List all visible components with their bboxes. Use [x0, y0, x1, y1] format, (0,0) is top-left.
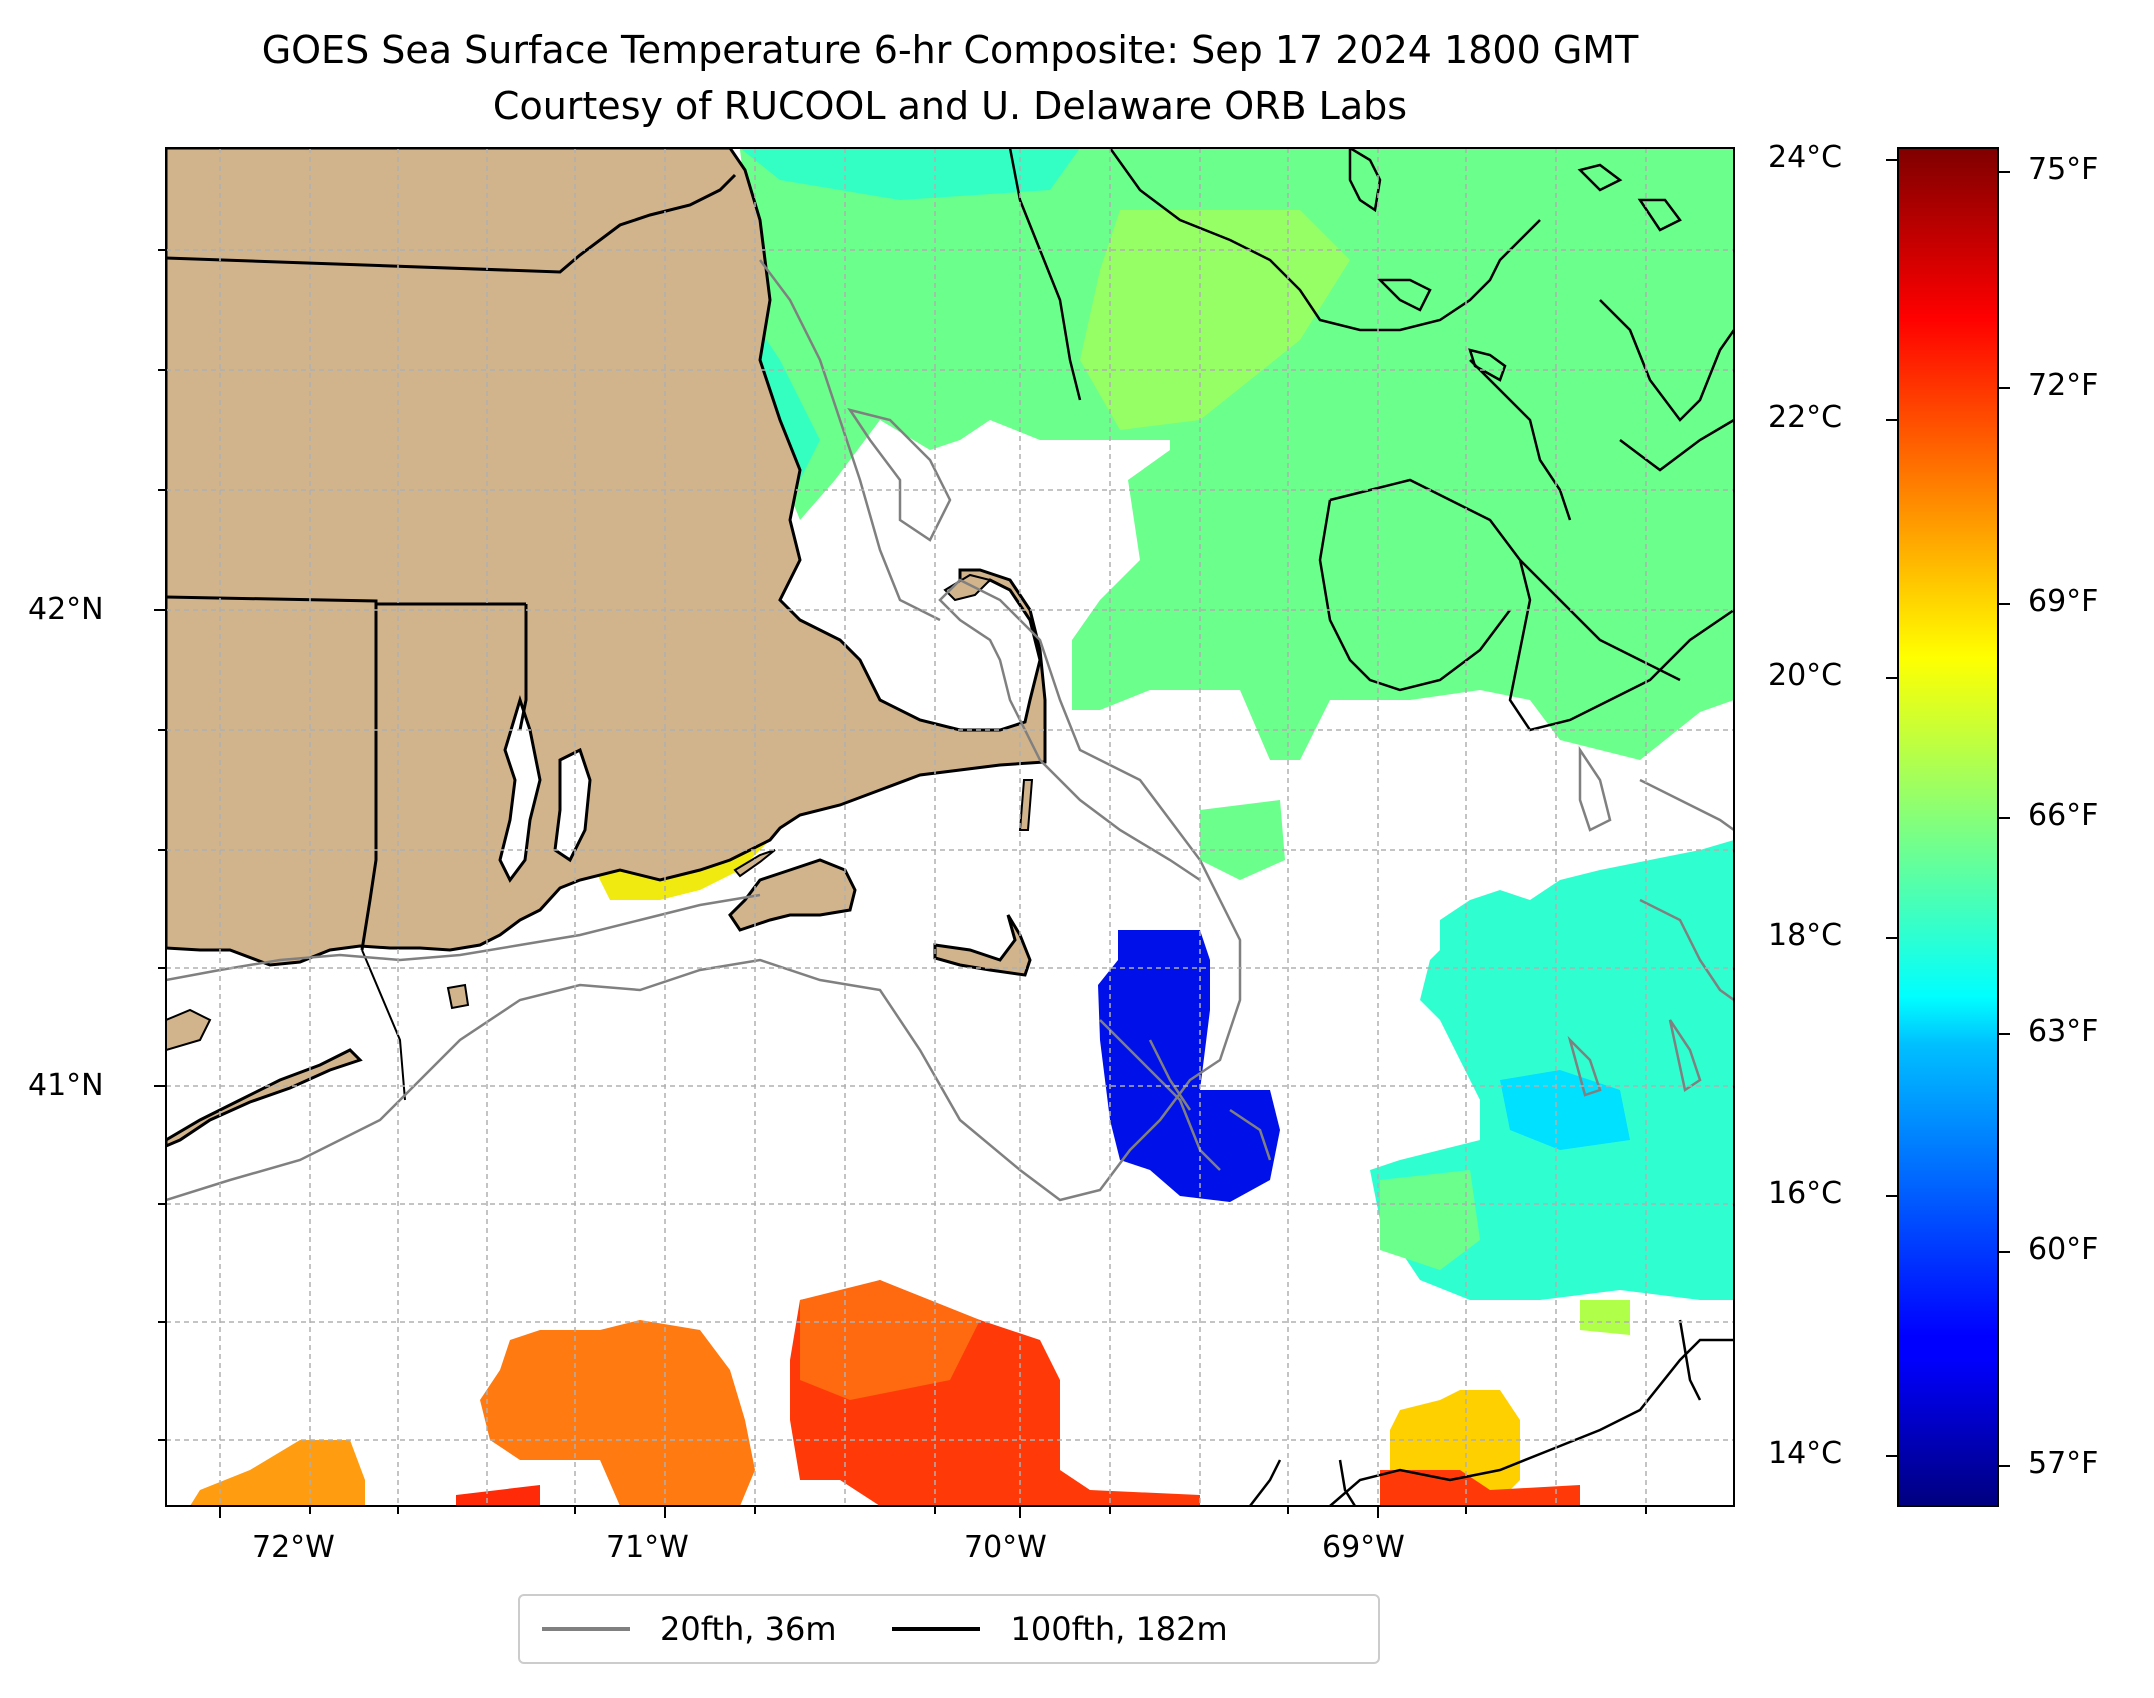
map-frame	[165, 147, 1735, 1507]
state-border-ri-ma	[518, 604, 528, 731]
cbar-f-63: 63°F	[2028, 1014, 2099, 1049]
legend-label-100fth: 100fth, 182m	[1010, 1610, 1228, 1648]
legend-item-20fth: 20fth, 36m	[542, 1610, 870, 1648]
lon-tick-71w: 71°W	[606, 1530, 689, 1565]
cbar-f-69: 69°F	[2028, 584, 2099, 619]
cbar-c-16: 16°C	[1768, 1176, 1843, 1211]
cbar-f-57: 57°F	[2028, 1446, 2099, 1481]
cbar-f-66: 66°F	[2028, 798, 2099, 833]
land-monomoy	[1018, 779, 1034, 831]
sst-north-region	[690, 148, 1734, 760]
sst-east-patch	[1200, 800, 1285, 880]
state-border-nh-ma	[166, 173, 737, 274]
sst-east-small	[1580, 1300, 1630, 1335]
land-cape-tip	[943, 573, 992, 602]
lon-tick-69w: 69°W	[1322, 1530, 1405, 1565]
land-long-island	[166, 1048, 363, 1148]
land-marthas-vineyard	[728, 858, 857, 932]
chart-title: GOES Sea Surface Temperature 6-hr Compos…	[261, 28, 1639, 72]
colorbar	[1897, 147, 1999, 1507]
bathy-20fth	[166, 259, 1734, 1202]
colorbar-ticks	[1886, 159, 2010, 1467]
chart-subtitle: Courtesy of RUCOOL and U. Delaware ORB L…	[492, 84, 1408, 128]
legend-label-20fth: 20fth, 36m	[660, 1610, 837, 1648]
state-border-ny	[361, 949, 406, 1101]
sst-cool-top	[740, 148, 1080, 200]
map-ticks	[154, 249, 1647, 1518]
sst-east-lower-patch	[1380, 1170, 1480, 1270]
land-long-island-fork	[166, 1008, 212, 1052]
lon-tick-70w: 70°W	[964, 1530, 1047, 1565]
legend-item-100fth: 100fth, 182m	[892, 1610, 1261, 1648]
gridlines	[166, 148, 1734, 1506]
land-block-island	[446, 983, 470, 1010]
state-border-ma-ct	[166, 595, 526, 606]
cbar-f-60: 60°F	[2028, 1232, 2099, 1267]
cbar-c-24: 24°C	[1768, 140, 1843, 175]
lat-tick-42n: 42°N	[28, 592, 104, 627]
legend: 20fth, 36m 100fth, 182m	[518, 1594, 1380, 1664]
sst-south-patch-3	[190, 1440, 365, 1506]
lat-tick-41n: 41°N	[28, 1068, 104, 1103]
sst-south-patch-1	[480, 1320, 755, 1506]
land-nantucket	[933, 914, 1032, 977]
narragansett-bay	[498, 695, 542, 883]
sst-cold-patch	[1098, 930, 1280, 1202]
cbar-c-18: 18°C	[1768, 918, 1843, 953]
legend-swatch-100fth	[892, 1627, 981, 1631]
land-mainland	[166, 148, 1047, 967]
cbar-f-72: 72°F	[2028, 368, 2099, 403]
cbar-f-75: 75°F	[2028, 152, 2099, 187]
cbar-c-22: 22°C	[1768, 400, 1843, 435]
lon-tick-72w: 72°W	[252, 1530, 335, 1565]
bathy-100fth	[1008, 148, 1734, 1506]
sst-warm-center	[1080, 210, 1350, 430]
legend-swatch-20fth	[542, 1627, 630, 1631]
sst-south-small	[456, 1485, 540, 1506]
narragansett-bay-east	[553, 747, 592, 863]
state-border-ct-ri	[360, 604, 378, 951]
cbar-c-14: 14°C	[1768, 1436, 1843, 1471]
cbar-c-20: 20°C	[1768, 658, 1843, 693]
sst-south-patch-4-red	[1380, 1470, 1580, 1506]
